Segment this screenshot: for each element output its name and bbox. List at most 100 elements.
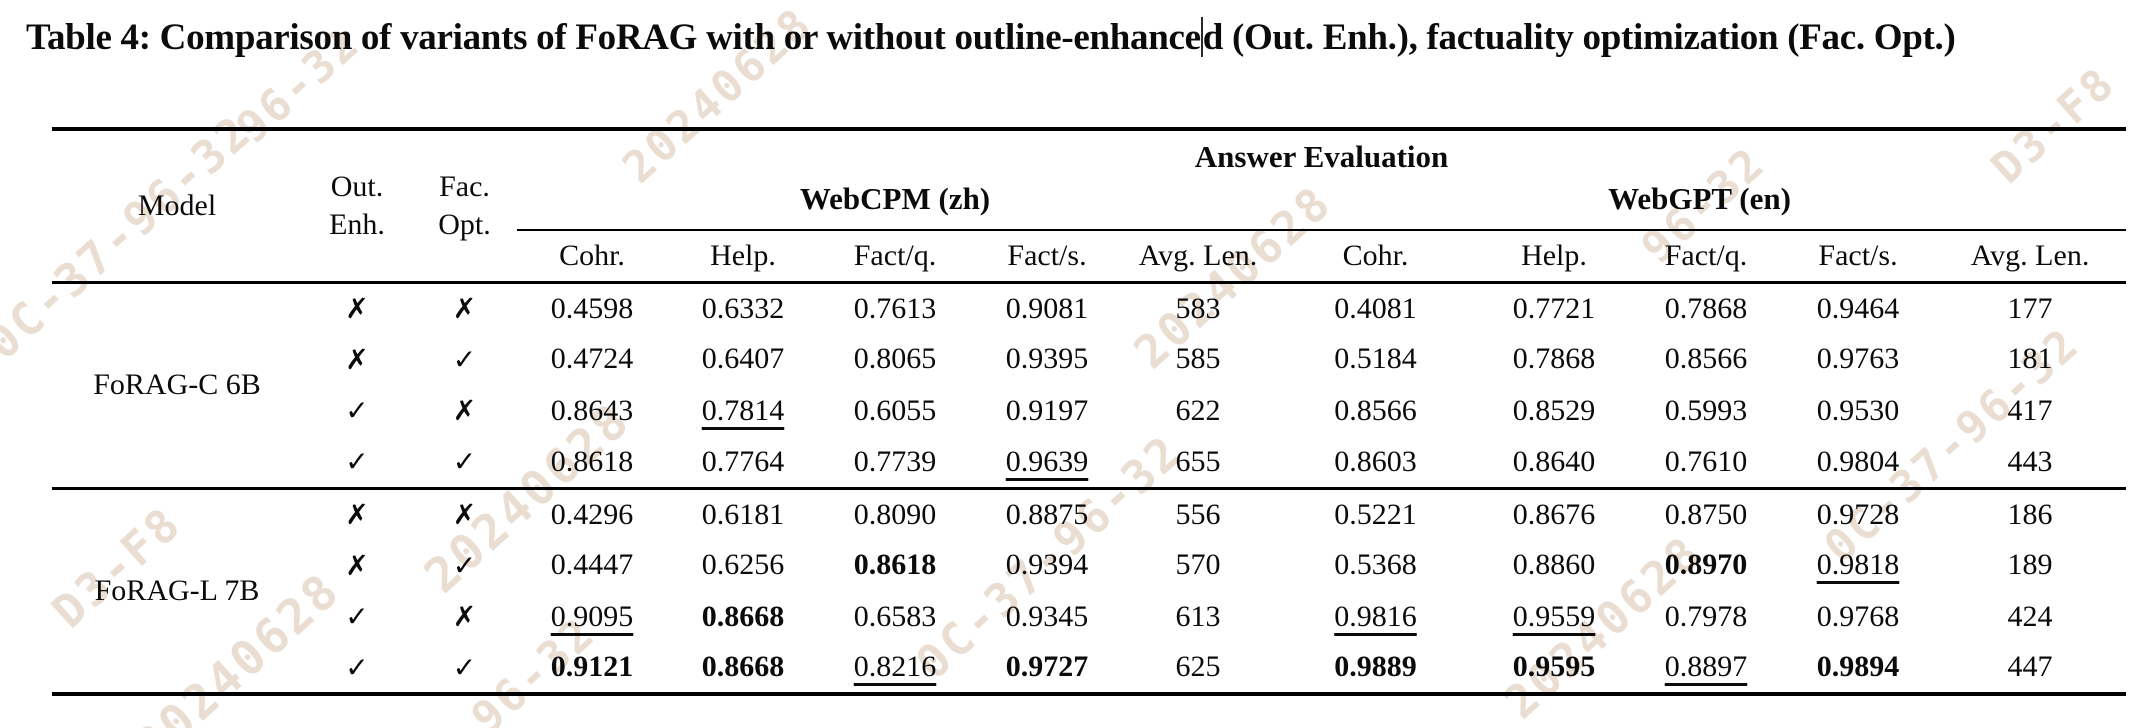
out-enh-cross-icon: ✗ bbox=[302, 280, 412, 334]
metric-value: 0.9345 bbox=[1005, 599, 1089, 633]
table-row: ✓ ✓ 0.8618 0.7764 0.7739 0.9639 655 0.8603 0.864… bbox=[52, 437, 2126, 489]
metric-value: 0.9395 bbox=[1005, 342, 1089, 376]
metric-value: 0.7978 bbox=[1664, 599, 1748, 633]
out-enh-cross-icon: ✗ bbox=[302, 486, 412, 540]
metric-value: 0.9595 bbox=[1512, 650, 1596, 684]
metric-value: 0.8643 bbox=[550, 393, 634, 427]
metric-value: 181 bbox=[2007, 342, 2053, 376]
caption-text-after-caret: d (Out. Enh.), factuality optimization (… bbox=[1202, 17, 1956, 58]
fac-opt-cross-icon: ✗ bbox=[412, 486, 517, 540]
metric-value: 0.7764 bbox=[701, 444, 785, 478]
metric-value: 0.9894 bbox=[1816, 650, 1900, 684]
metric-value: 189 bbox=[2007, 548, 2053, 582]
metric-value: 613 bbox=[1175, 599, 1221, 633]
results-table: Model Out. Enh. Fac. Opt. Answer Evaluat… bbox=[52, 127, 2127, 696]
metric-header-en-help: Help. bbox=[1521, 238, 1587, 272]
metric-value: 570 bbox=[1175, 548, 1221, 582]
metric-value: 0.5993 bbox=[1664, 393, 1748, 427]
text-caret bbox=[1200, 17, 1203, 57]
metric-value: 0.4724 bbox=[550, 342, 634, 376]
header-fac-opt-line2: Opt. bbox=[438, 207, 491, 241]
metric-value: 0.9728 bbox=[1782, 486, 1934, 540]
metric-value: 0.8529 bbox=[1512, 393, 1596, 427]
metric-value: 0.9081 bbox=[971, 280, 1123, 334]
header-webcpm-zh: WebCPM (zh) bbox=[517, 175, 1273, 231]
metric-value: 625 bbox=[1175, 650, 1221, 684]
metric-value: 622 bbox=[1175, 393, 1221, 427]
metric-value: 0.8875 bbox=[971, 486, 1123, 540]
caption-text-before-caret: Table 4: Comparison of variants of FoRAG… bbox=[26, 17, 1201, 58]
metric-value: 417 bbox=[2007, 393, 2053, 427]
metric-value: 0.9530 bbox=[1816, 393, 1900, 427]
metric-value: 0.8618 bbox=[853, 548, 937, 582]
metric-value: 0.8970 bbox=[1664, 548, 1748, 582]
metric-value: 0.9095 bbox=[550, 599, 634, 633]
metric-value: 0.8897 bbox=[1664, 650, 1748, 684]
model-name: FoRAG-L 7B bbox=[52, 486, 302, 694]
metric-value: 0.4598 bbox=[517, 280, 667, 334]
metric-value: 0.9727 bbox=[1005, 650, 1089, 684]
table-caption: Table 4: Comparison of variants of FoRAG… bbox=[26, 16, 2126, 59]
header-out-enh-line1: Out. bbox=[330, 170, 384, 204]
metric-header-en-fact-s: Fact/s. bbox=[1818, 238, 1898, 272]
model-group-1: FoRAG-L 7B ✗ ✗ 0.4296 0.6181 0.8090 0.8875 556 0… bbox=[52, 486, 2127, 695]
metric-value: 0.4081 bbox=[1273, 280, 1478, 334]
metric-value: 583 bbox=[1123, 280, 1273, 334]
header-fac-opt: Fac. Opt. bbox=[412, 129, 517, 282]
metric-value: 0.8676 bbox=[1478, 486, 1630, 540]
metric-value: 443 bbox=[2007, 444, 2053, 478]
metric-value: 0.7868 bbox=[1630, 280, 1782, 334]
metric-value: 0.9763 bbox=[1816, 342, 1900, 376]
metric-value: 0.7610 bbox=[1664, 444, 1748, 478]
out-enh-check-icon: ✓ bbox=[345, 600, 369, 634]
header-webgpt-en: WebGPT (en) bbox=[1273, 175, 2127, 231]
metric-value: 0.7721 bbox=[1478, 280, 1630, 334]
metric-value: 0.6583 bbox=[853, 599, 937, 633]
metric-value: 0.8065 bbox=[853, 342, 937, 376]
metric-value: 0.9197 bbox=[1005, 393, 1089, 427]
metric-value: 0.8566 bbox=[1334, 393, 1417, 427]
metric-value: 0.8216 bbox=[853, 650, 937, 684]
metric-value: 0.7739 bbox=[853, 444, 937, 478]
out-enh-check-icon: ✓ bbox=[345, 650, 369, 684]
metric-value: 0.8603 bbox=[1334, 444, 1417, 478]
metric-value: 0.9559 bbox=[1512, 599, 1596, 633]
table-header: Model Out. Enh. Fac. Opt. Answer Evaluat… bbox=[52, 129, 2127, 282]
metric-value: 0.7814 bbox=[701, 393, 785, 427]
metric-value: 0.8090 bbox=[819, 486, 971, 540]
table-row: ✗ ✓ 0.4447 0.6256 0.8618 0.9394 570 0.5368 0.886… bbox=[52, 540, 2126, 592]
metric-header-en-cohr: Cohr. bbox=[1342, 238, 1409, 272]
metric-header-zh-help: Help. bbox=[710, 238, 776, 272]
metric-value: 424 bbox=[2007, 599, 2053, 633]
metric-header-zh-avg-len: Avg. Len. bbox=[1138, 238, 1258, 272]
metric-header-zh-cohr: Cohr. bbox=[559, 238, 625, 272]
metric-value: 0.5184 bbox=[1334, 342, 1417, 376]
metric-value: 0.9768 bbox=[1816, 599, 1900, 633]
table-row: ✓ ✓ 0.9121 0.8668 0.8216 0.9727 625 0.9889 0.959… bbox=[52, 643, 2126, 695]
header-model: Model bbox=[137, 188, 217, 222]
metric-value: 0.9816 bbox=[1334, 599, 1417, 633]
header-answer-evaluation: Answer Evaluation bbox=[1194, 139, 1449, 174]
fac-opt-cross-icon: ✗ bbox=[452, 600, 477, 634]
header-out-enh: Out. Enh. bbox=[302, 129, 412, 282]
metric-value: 0.8618 bbox=[550, 444, 634, 478]
metric-value: 0.9121 bbox=[550, 650, 634, 684]
model-name: FoRAG-C 6B bbox=[52, 280, 302, 488]
metric-value: 556 bbox=[1123, 486, 1273, 540]
header-fac-opt-line1: Fac. bbox=[439, 170, 490, 204]
metric-value: 0.6055 bbox=[853, 393, 937, 427]
metric-value: 0.6407 bbox=[701, 342, 785, 376]
metric-value: 0.9804 bbox=[1816, 444, 1900, 478]
metric-header-zh-fact-s: Fact/s. bbox=[1007, 238, 1087, 272]
out-enh-check-icon: ✓ bbox=[345, 394, 369, 428]
metric-value: 186 bbox=[1934, 486, 2127, 540]
header-out-enh-line2: Enh. bbox=[329, 207, 385, 241]
table-row: ✓ ✗ 0.9095 0.8668 0.6583 0.9345 613 0.9816 0.955… bbox=[52, 591, 2126, 643]
metric-value: 0.6332 bbox=[667, 280, 819, 334]
fac-opt-check-icon: ✓ bbox=[452, 650, 477, 684]
metric-value: 0.8640 bbox=[1512, 444, 1596, 478]
metric-header-zh-fact-q: Fact/q. bbox=[853, 238, 937, 272]
fac-opt-check-icon: ✓ bbox=[452, 445, 477, 478]
out-enh-cross-icon: ✗ bbox=[345, 548, 369, 582]
